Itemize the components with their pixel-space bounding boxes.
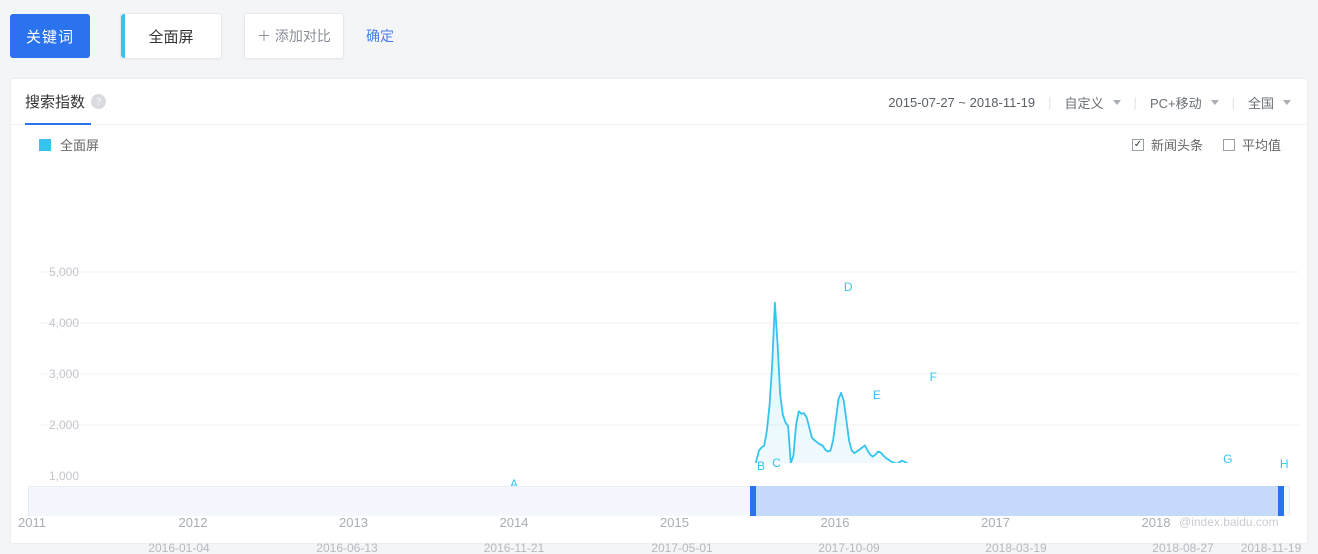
- region-label: 全国: [1247, 95, 1274, 111]
- timeline-handle-end[interactable]: [1277, 486, 1284, 516]
- checkbox-average-box: [1222, 138, 1235, 151]
- timeline-year-label: 2012: [178, 515, 208, 530]
- keyword-button[interactable]: 关键词: [10, 14, 90, 58]
- timeline-year-label: 2016: [820, 515, 850, 530]
- chart-line: [754, 301, 924, 463]
- tab-search-index-label: 搜索指数: [25, 94, 86, 111]
- x-axis-tick-label: 2016-11-21: [483, 541, 545, 554]
- x-axis-tick-label: 2018-03-19: [985, 541, 1047, 554]
- peak-marker-a[interactable]: A: [510, 477, 519, 492]
- watermark: @index.baidu.com: [1179, 515, 1279, 529]
- device-label: PC+移动: [1149, 95, 1202, 111]
- y-axis-tick-label: 3,000: [48, 367, 79, 381]
- legend-row: 全面屏 ✓ 新闻头条 平均值: [11, 131, 1307, 163]
- timeline-handle-start[interactable]: [749, 486, 756, 516]
- chart-area: 1,000 2,000 3,000 4,000 5,000 2016-01-04 2016…: [11, 163, 1307, 554]
- keyword-card-quanmianping[interactable]: 全面屏: [120, 13, 222, 59]
- help-icon[interactable]: ?: [91, 94, 107, 109]
- checkbox-average-label: 平均值: [1241, 138, 1281, 153]
- search-index-card: 搜索指数 ? 2015-07-27 ~ 2018-11-19 | 自定义 | P…: [10, 78, 1308, 554]
- timeline-year-label: 2013: [339, 515, 368, 530]
- peak-marker-e[interactable]: E: [872, 388, 881, 403]
- card-header: 搜索指数 ? 2015-07-27 ~ 2018-11-19 | 自定义 | P…: [11, 79, 1307, 125]
- timeline-range-slider[interactable]: [28, 486, 1290, 516]
- tab-active-underline: [25, 123, 91, 125]
- chart-gridlines: [39, 271, 1299, 426]
- range-type-label: 自定义: [1064, 95, 1104, 111]
- divider: |: [1231, 94, 1235, 110]
- chevron-down-icon: [1210, 99, 1219, 105]
- x-axis-tick-label: 2018-08-27: [1152, 541, 1214, 554]
- checkbox-average[interactable]: 平均值: [1222, 135, 1281, 154]
- peak-marker-g[interactable]: G: [1223, 452, 1233, 467]
- keyword-card-accent: [121, 14, 125, 58]
- card-header-controls: 2015-07-27 ~ 2018-11-19 | 自定义 | PC+移动 | …: [888, 79, 1291, 125]
- divider: |: [1048, 94, 1052, 110]
- timeline-year-label: 2018: [1141, 515, 1171, 530]
- y-axis-tick-label: 4,000: [48, 316, 79, 330]
- x-axis-tick-label: 2018-11-19: [1240, 541, 1302, 554]
- device-dropdown[interactable]: PC+移动: [1150, 93, 1219, 112]
- peak-marker-d[interactable]: D: [843, 279, 853, 294]
- y-axis-tick-label: 5,000: [48, 265, 79, 279]
- x-axis-tick-label: 2017-10-09: [818, 541, 880, 554]
- y-axis-tick-label: 2,000: [48, 418, 79, 432]
- add-compare-button[interactable]: ＋ 添加对比: [244, 13, 344, 59]
- search-index-line-chart[interactable]: [11, 163, 1307, 463]
- divider: |: [1133, 94, 1137, 110]
- x-axis-tick-label: 2017-05-01: [651, 541, 713, 554]
- keyword-card-label: 全面屏: [148, 28, 194, 46]
- peak-marker-c[interactable]: C: [772, 456, 781, 471]
- timeline-year-label: 2015: [660, 515, 689, 530]
- timeline-selected-range[interactable]: [749, 486, 1284, 516]
- x-axis-tick-label: 2016-06-13: [316, 541, 378, 554]
- timeline-year-label: 2011: [18, 515, 46, 530]
- chevron-down-icon: [1112, 99, 1121, 105]
- timeline-year-label: 2017: [981, 515, 1010, 530]
- top-toolbar: 关键词 全面屏 ＋ 添加对比 确定: [0, 0, 1318, 72]
- peak-marker-h[interactable]: H: [1279, 456, 1289, 471]
- legend-options: ✓ 新闻头条 平均值: [1131, 135, 1281, 154]
- legend-color-swatch: [39, 138, 51, 151]
- range-type-dropdown[interactable]: 自定义: [1065, 93, 1121, 112]
- legend-series-label: 全面屏: [60, 138, 100, 153]
- checkbox-news-headline-label: 新闻头条: [1150, 138, 1203, 153]
- x-axis-tick-label: 2016-01-04: [148, 541, 210, 554]
- y-axis-tick-label: 1,000: [48, 469, 79, 483]
- region-dropdown[interactable]: 全国: [1248, 93, 1291, 112]
- chart-area-fill: [755, 302, 907, 463]
- peak-marker-b[interactable]: B: [756, 459, 765, 474]
- legend-series-quanmianping[interactable]: 全面屏: [39, 135, 99, 154]
- tab-search-index[interactable]: 搜索指数 ?: [25, 91, 107, 112]
- chevron-down-icon: [1283, 99, 1291, 105]
- date-range-text: 2015-07-27 ~ 2018-11-19: [888, 94, 1036, 110]
- checkbox-news-headline[interactable]: ✓ 新闻头条: [1131, 135, 1203, 154]
- confirm-link[interactable]: 确定: [366, 28, 394, 44]
- timeline-year-label: 2014: [499, 515, 529, 530]
- peak-marker-f[interactable]: F: [929, 369, 937, 384]
- checkbox-news-headline-box: ✓: [1131, 138, 1144, 151]
- timeline-year-axis: 2011 2012 2013 2014 2015 2016 2017 2018: [0, 515, 1318, 545]
